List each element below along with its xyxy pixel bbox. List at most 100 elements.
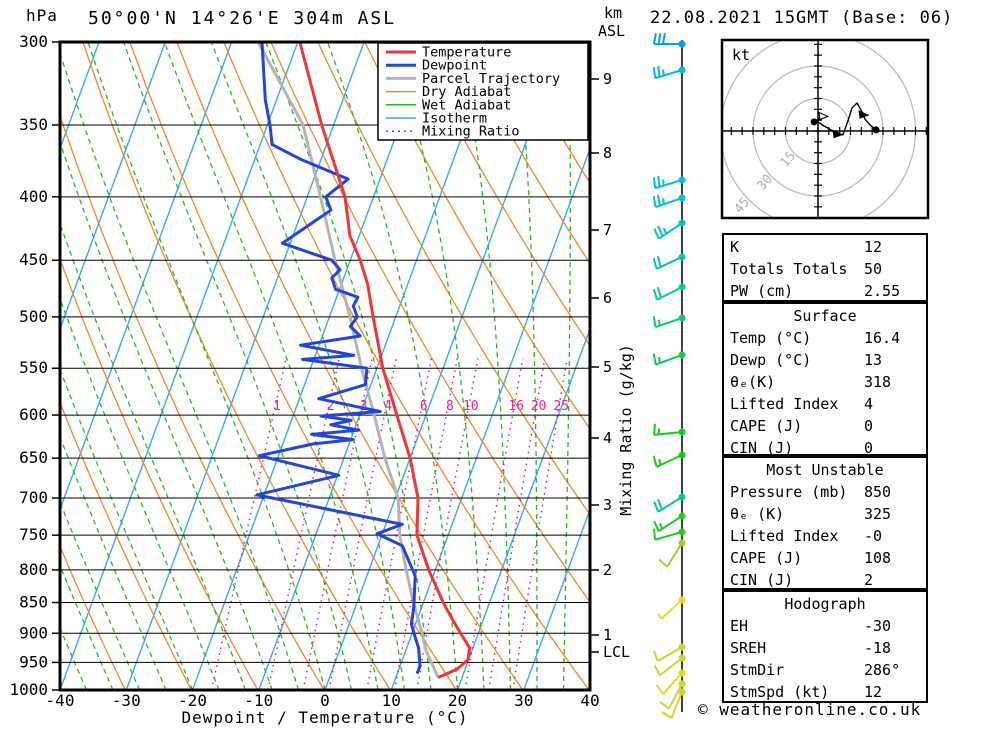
- wind-barb: [653, 512, 686, 533]
- temperature-tick-label: 40: [580, 691, 599, 710]
- table-row: Temp (°C) 16.4: [724, 327, 926, 349]
- table-row: CAPE (J) 108: [724, 547, 926, 569]
- pressure-tick-label: 650: [19, 448, 48, 467]
- km-tick-label: 1: [603, 626, 612, 644]
- mixing-ratio-value-label: 8: [446, 399, 454, 414]
- table-row-value: 325: [864, 505, 892, 523]
- table-row-value: 0: [864, 417, 874, 435]
- table-row: Lifted Index -0: [724, 525, 926, 547]
- table-row: Lifted Index 4: [724, 393, 926, 415]
- pressure-tick-label: 700: [19, 488, 48, 507]
- table-row-label: CIN (J): [730, 571, 794, 589]
- mixing-ratio-value-label: 25: [553, 399, 569, 414]
- table-row-label: θₑ (K): [730, 505, 785, 523]
- table-row-label: CAPE (J): [730, 417, 803, 435]
- table-row: Totals Totals 50: [724, 258, 926, 280]
- pressure-tick-label: 550: [19, 358, 48, 377]
- km-tick-label: 9: [603, 70, 612, 88]
- table-row-value: 16.4: [864, 329, 901, 347]
- pressure-tick-label: 850: [19, 593, 48, 612]
- mixing-ratio-value-label: 2: [327, 399, 335, 414]
- temperature-tick-label: 20: [448, 691, 467, 710]
- temperature-tick-label: -10: [244, 691, 273, 710]
- mixing-ratio-value-label: 16: [508, 399, 524, 414]
- x-axis-title: Dewpoint / Temperature (°C): [181, 708, 469, 727]
- data-table-most-unstable: Most Unstable Pressure (mb) 850 θₑ (K) 325 Li…: [722, 456, 928, 590]
- pressure-tick-label: 750: [19, 525, 48, 544]
- table-row: θₑ (K) 325: [724, 503, 926, 525]
- table-row-value: 286°: [864, 661, 901, 679]
- wind-barb: [653, 423, 686, 436]
- table-row-label: PW (cm): [730, 282, 794, 300]
- table-row: EH -30: [724, 615, 926, 637]
- plot-area: 1 2 3 4 6 8 10 16 20 25: [60, 42, 590, 690]
- table-title: Surface: [793, 307, 857, 325]
- table-row-label: Totals Totals: [730, 260, 848, 278]
- legend-label: Dewpoint: [422, 58, 487, 74]
- wind-barb: [652, 175, 686, 190]
- wind-barb: [653, 643, 686, 662]
- table-row-label: Pressure (mb): [730, 483, 848, 501]
- mixing-ratio-value-label: 4: [384, 399, 392, 414]
- table-row-value: 2: [864, 571, 874, 589]
- table-row: K 12: [724, 236, 926, 258]
- km-tick-label: 3: [603, 496, 612, 514]
- pressure-tick-label: 600: [19, 405, 48, 424]
- km-tick-label: 8: [603, 144, 612, 162]
- table-row-value: -18: [864, 639, 892, 657]
- legend-label: Dry Adiabat: [422, 84, 511, 100]
- run-date-header: 22.08.2021 15GMT (Base: 06): [650, 8, 954, 28]
- wind-barb: [652, 528, 686, 541]
- table-row-value: 12: [864, 683, 883, 701]
- wind-barb: [652, 253, 686, 270]
- data-table-surface: Surface Temp (°C) 16.4 Dewp (°C) 13 θₑ(K) 318 L…: [722, 302, 928, 457]
- table-row-label: CAPE (J): [730, 549, 803, 567]
- pressure-tick-label: 400: [19, 187, 48, 206]
- wind-barb: [653, 493, 686, 513]
- wind-barb: [653, 32, 686, 48]
- table-title: Most Unstable: [766, 461, 884, 479]
- table-row-label: EH: [730, 617, 749, 635]
- table-row: CIN (J) 2: [724, 569, 926, 591]
- pressure-tick-label: 450: [19, 250, 48, 269]
- table-row: StmSpd (kt) 12: [724, 681, 926, 703]
- km-tick-label: 4: [603, 429, 612, 447]
- hodograph-unit-label: kt: [732, 46, 750, 64]
- table-row: CAPE (J) 0: [724, 415, 926, 437]
- temperature-tick-label: 30: [514, 691, 533, 710]
- wind-barb: [653, 654, 686, 677]
- table-row-value: -0: [864, 527, 883, 545]
- legend-label: Temperature: [422, 45, 511, 61]
- table-row-label: CIN (J): [730, 439, 794, 457]
- temperature-tick-label: -30: [112, 691, 141, 710]
- pressure-tick-label: 1000: [9, 680, 48, 699]
- data-table-indices: K 12 Totals Totals 50 PW (cm) 2.55: [722, 233, 928, 302]
- temperature-tick-label: 10: [382, 691, 401, 710]
- pressure-tick-label: 350: [19, 115, 48, 134]
- pressure-tick-label: 950: [19, 652, 48, 671]
- mixing-ratio-value-label: 1: [273, 399, 281, 414]
- wind-barb: [658, 539, 686, 568]
- legend-label: Isotherm: [422, 111, 487, 127]
- table-row-label: Lifted Index: [730, 395, 839, 413]
- table-row-label: StmSpd (kt): [730, 683, 830, 701]
- table-row: Pressure (mb) 850: [724, 481, 926, 503]
- pressure-tick-label: 300: [19, 32, 48, 51]
- pressure-axis-unit: hPa: [26, 6, 58, 25]
- table-row-value: -30: [864, 617, 892, 635]
- wind-barb: [652, 451, 686, 468]
- table-row-value: 50: [864, 260, 883, 278]
- table-row: SREH -18: [724, 637, 926, 659]
- table-row-label: Temp (°C): [730, 329, 812, 347]
- km-tick-label: 2: [603, 561, 612, 579]
- wind-barb: [661, 688, 686, 719]
- wind-barb: [652, 65, 686, 80]
- copyright-footer: © weatheronline.co.uk: [698, 700, 922, 719]
- wind-barb: [652, 351, 686, 366]
- km-tick-label: 7: [603, 221, 612, 239]
- table-row-value: 2.55: [864, 282, 901, 300]
- wind-barb: [652, 283, 686, 301]
